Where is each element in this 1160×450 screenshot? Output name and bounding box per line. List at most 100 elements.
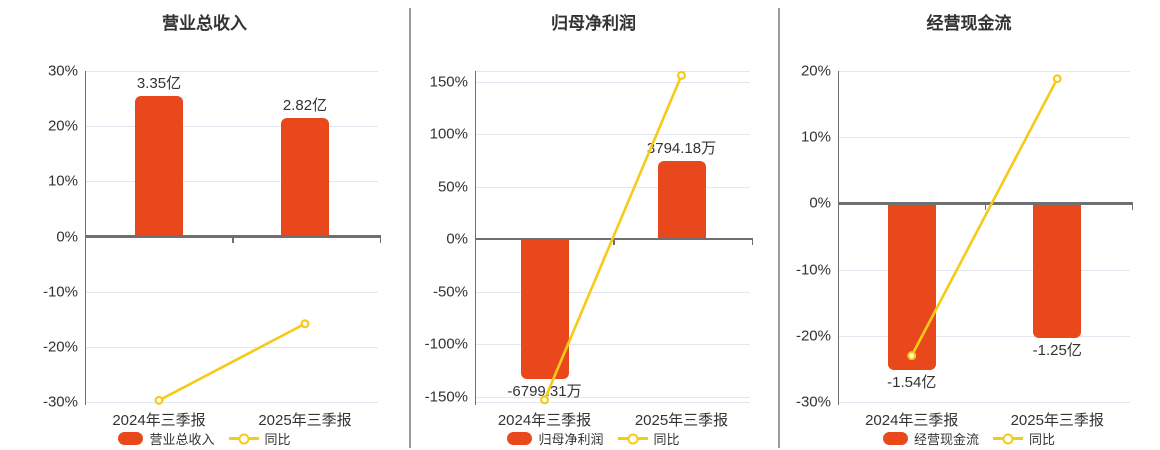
x-category-label: 2025年三季报 [258,412,352,429]
y-tick-label: 20% [47,117,78,135]
panel-divider [409,8,411,448]
gridline [476,396,750,398]
legend-bar-item[interactable]: 归母净利润 [507,429,604,448]
y-tick-label: -50% [432,283,468,301]
chart-title: 归母净利润 [551,14,636,33]
axis-boundary-gridline [476,71,750,72]
gridline [839,71,1130,72]
x-category-label: 2024年三季报 [865,412,959,429]
bar-swatch-icon [507,432,533,445]
yoy-line-path [157,322,307,402]
gridline [86,181,378,183]
y-tick-label: 30% [47,62,78,80]
plot-area: 20% 10% 0% -10% -20% -30% -1.54亿 -1.25亿 [796,63,1133,411]
y-axis-line [84,71,86,405]
bar-swatch-icon [882,432,908,445]
yoy-line-marker-2024年三季报[interactable] [539,395,549,405]
gridline [476,81,750,83]
legend-line-item[interactable]: 同比 [993,429,1055,448]
bar-2024年三季报[interactable] [887,203,936,371]
zero-axis-line [837,202,1133,205]
yoy-line-marker-2024年三季报[interactable] [907,351,917,361]
x-axis-tick [613,240,615,246]
gridline [86,291,378,293]
x-category-label: 2024年三季报 [497,412,592,429]
legend-bar-label: 归母净利润 [538,432,604,447]
yoy-line-marker-2025年三季报[interactable] [300,319,310,329]
chart-legend: 经营现金流 同比 [778,429,1160,448]
y-tick-label: -20% [795,327,831,345]
y-tick-label: 150% [429,73,468,90]
x-category-label: 2025年三季报 [634,412,729,429]
gridline [839,269,1130,271]
x-axis-tick [751,240,753,246]
y-tick-label: 0% [446,230,468,248]
gridline [476,344,750,346]
line-circle-icon [993,432,1023,445]
yoy-line-marker-2025年三季报[interactable] [677,70,687,80]
x-axis-labels: 2024年三季报 2025年三季报 [86,409,378,429]
y-tick-label: -10% [42,283,78,301]
y-tick-label: -10% [795,261,831,279]
legend-line-item[interactable]: 同比 [228,429,291,448]
gridline [86,346,378,348]
x-axis-tick [984,204,986,210]
y-tick-label: -20% [42,338,78,356]
yoy-line [539,70,687,405]
x-axis-tick [232,237,234,243]
bar-2024年三季报[interactable] [520,239,569,379]
legend-line-label: 同比 [653,432,680,447]
yoy-line-marker-2024年三季报[interactable] [154,395,164,405]
y-tick-label: 0% [809,194,831,212]
legend-bar-item[interactable]: 经营现金流 [882,429,979,448]
y-tick-label: 50% [437,178,468,196]
chart-title: 经营现金流 [926,14,1012,33]
gridline [476,186,750,188]
y-tick-label: 20% [800,62,831,80]
bar-swatch-icon [118,432,144,445]
legend-bar-label: 经营现金流 [913,432,979,447]
net-profit-chart-panel: 归母净利润 150% 100% 50% 0% -50% -100% -150% -6799.3… [409,0,778,450]
axis-boundary-gridline [476,402,750,403]
bar-2025年三季报[interactable] [281,117,329,237]
bar-2024年三季报[interactable] [135,95,183,237]
x-category-label: 2024年三季报 [112,412,206,429]
gridline [86,402,378,403]
bar-2025年三季报[interactable] [1033,203,1082,339]
line-circle-icon [228,432,259,445]
gridline [839,402,1130,403]
legend-bar-item[interactable]: 营业总收入 [118,429,215,448]
zero-axis-line [84,235,381,238]
legend-bar-label: 营业总收入 [149,432,215,447]
bar-value-label: 3.35亿 [136,74,182,92]
yoy-line [154,319,310,405]
y-tick-label: -30% [795,393,831,411]
cash-flow-chart-panel: 经营现金流 20% 10% 0% -10% -20% -30% -1.54亿 -1.25亿 2… [778,0,1160,450]
x-axis-tick [379,237,381,243]
y-tick-label: -100% [424,335,468,353]
yoy-line-marker-2025年三季报[interactable] [1052,74,1062,84]
legend-line-item[interactable]: 同比 [617,429,680,448]
chart-title: 营业总收入 [162,14,247,33]
chart-legend: 营业总收入 同比 [0,429,409,448]
legend-line-label: 同比 [264,432,291,447]
plot-area: 150% 100% 50% 0% -50% -100% -150% -6799.31万 3794… [425,70,753,405]
x-axis-tick [1131,204,1133,210]
gridline [86,71,378,72]
yoy-line-path [910,77,1059,357]
panel-divider [778,8,780,448]
bar-2025年三季报[interactable] [657,161,706,240]
legend-line-label: 同比 [1029,432,1056,447]
yoy-line-path [543,74,683,402]
y-tick-label: -150% [424,388,468,406]
chart-legend: 归母净利润 同比 [409,429,778,448]
gridline [476,291,750,293]
yoy-line [907,74,1062,361]
bar-value-label: 2.82亿 [282,96,328,114]
bar-value-label: -6799.31万 [507,382,582,400]
bar-value-label: -1.54亿 [887,374,937,392]
x-axis-labels: 2024年三季报 2025年三季报 [476,409,750,429]
x-category-label: 2025年三季报 [1010,412,1104,429]
gridline [86,126,378,128]
